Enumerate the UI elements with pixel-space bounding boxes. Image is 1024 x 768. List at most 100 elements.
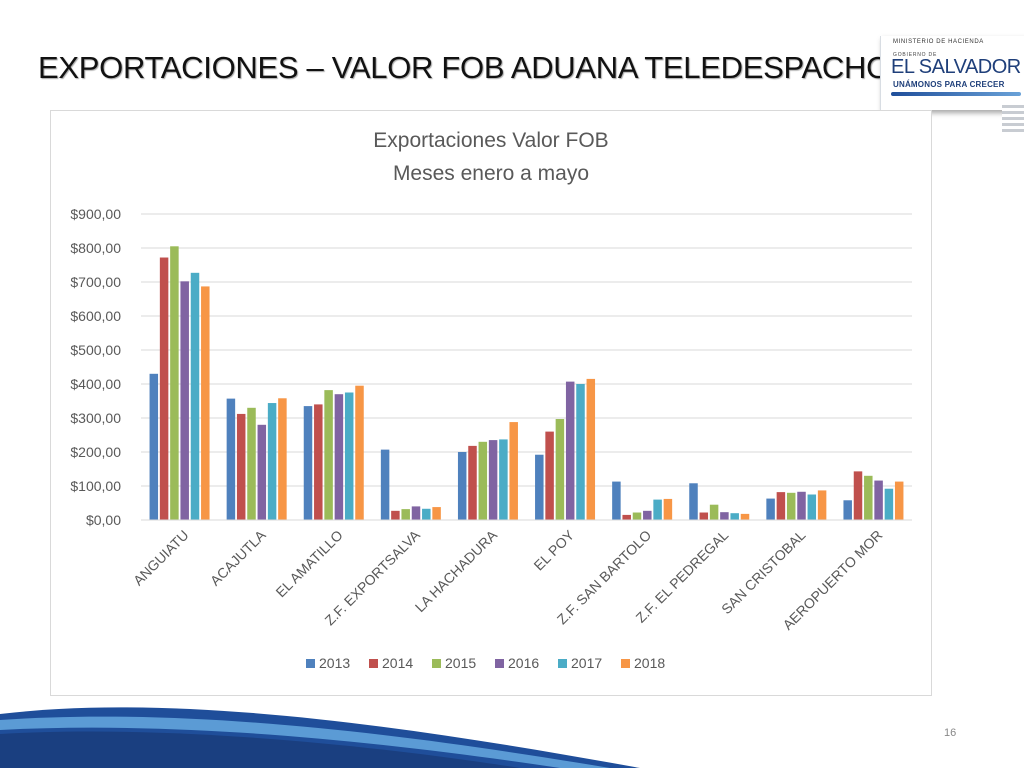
legend-label: 2015 xyxy=(445,655,476,671)
bar xyxy=(864,475,873,520)
bar xyxy=(257,424,267,520)
y-tick-label: $300,00 xyxy=(70,410,121,426)
bar xyxy=(699,512,709,520)
x-category-label: LA HACHADURA xyxy=(412,526,501,615)
chart-title: Exportaciones Valor FOB xyxy=(373,129,609,152)
bar xyxy=(797,491,806,520)
bar xyxy=(267,403,277,520)
bar xyxy=(422,508,431,520)
bar xyxy=(632,512,642,520)
legend-label: 2016 xyxy=(508,655,539,671)
bar xyxy=(334,394,344,520)
logo-wave-bar xyxy=(891,92,1021,96)
bar xyxy=(843,500,852,520)
y-tick-label: $800,00 xyxy=(70,240,121,256)
bottom-swoosh-decoration xyxy=(0,707,640,768)
bar xyxy=(894,481,904,520)
bar xyxy=(457,452,467,520)
legend-swatch xyxy=(369,659,378,668)
bar xyxy=(159,257,169,520)
bar xyxy=(874,480,883,520)
bar xyxy=(236,413,246,520)
bar xyxy=(884,488,894,520)
bar xyxy=(303,406,313,520)
bar xyxy=(226,398,236,520)
bar xyxy=(622,514,631,520)
y-tick-label: $0,00 xyxy=(86,512,121,528)
bar xyxy=(643,510,652,520)
legend-label: 2017 xyxy=(571,655,602,671)
logo-tagline-text: UNÁMONOS PARA CRECER xyxy=(893,80,1005,89)
bar xyxy=(786,492,796,520)
bar xyxy=(709,504,719,520)
bar xyxy=(314,404,323,520)
bar xyxy=(488,440,498,520)
bar xyxy=(730,513,739,520)
bar xyxy=(535,454,544,520)
bar xyxy=(478,441,488,520)
bar xyxy=(344,392,354,520)
y-tick-label: $700,00 xyxy=(70,274,121,290)
bar xyxy=(499,439,508,520)
legend-label: 2018 xyxy=(634,655,665,671)
bar xyxy=(555,419,565,520)
y-tick-label: $500,00 xyxy=(70,342,121,358)
bar xyxy=(509,422,518,520)
x-category-label: EL AMATILLO xyxy=(272,527,346,601)
y-tick-label: $900,00 xyxy=(70,206,121,222)
chart-subtitle: Meses enero a mayo xyxy=(392,162,590,185)
y-tick-label: $100,00 xyxy=(70,478,121,494)
legend-swatch xyxy=(495,659,504,668)
chart-svg: $0,00 $100,00 $200,00 $300,00 $400,00 $500,00… xyxy=(70,206,912,671)
logo-ministry-text: MINISTERIO DE HACIENDA xyxy=(893,39,984,45)
bar xyxy=(565,381,575,520)
decorative-stripes xyxy=(1002,105,1024,135)
bar xyxy=(817,490,827,520)
legend-swatch xyxy=(432,659,441,668)
bar xyxy=(432,507,441,520)
bar xyxy=(355,385,364,520)
bar xyxy=(180,281,189,520)
bar xyxy=(468,445,477,520)
el-salvador-logo: MINISTERIO DE HACIENDA GOBIERNO DE EL SA… xyxy=(880,36,1024,110)
bar xyxy=(720,512,729,520)
chart-frame: Exportaciones Valor FOB Meses enero a ma… xyxy=(50,110,932,696)
legend-swatch xyxy=(621,659,630,668)
bar xyxy=(190,272,200,520)
x-category-label: EL POY xyxy=(530,526,577,573)
bar xyxy=(586,378,596,520)
bar xyxy=(776,492,786,520)
bar xyxy=(653,499,662,520)
bar xyxy=(612,481,621,520)
bar xyxy=(740,513,750,520)
bar xyxy=(170,246,179,521)
bar xyxy=(324,390,333,520)
bar xyxy=(201,286,210,520)
legend-label: 2013 xyxy=(319,655,350,671)
x-category-label: SAN CRISTOBAL xyxy=(718,527,809,618)
y-tick-label: $200,00 xyxy=(70,444,121,460)
bar xyxy=(247,407,256,520)
legend-swatch xyxy=(558,659,567,668)
y-tick-label: $400,00 xyxy=(70,376,121,392)
bar xyxy=(380,449,390,520)
bar xyxy=(411,506,421,520)
page-number: 16 xyxy=(944,727,957,739)
bar xyxy=(766,498,775,520)
x-category-label: ACAJUTLA xyxy=(207,526,269,588)
x-category-label: ANGUIATU xyxy=(130,527,192,589)
bar xyxy=(689,483,698,520)
bar xyxy=(545,431,554,520)
bar xyxy=(807,494,817,520)
bar xyxy=(391,510,400,520)
bar xyxy=(576,384,585,520)
slide-title: EXPORTACIONES – VALOR FOB ADUANA TELEDES… xyxy=(38,50,890,85)
bar xyxy=(149,373,159,520)
bar xyxy=(663,498,673,520)
logo-country-text: EL SALVADOR xyxy=(891,56,1021,78)
bar xyxy=(278,398,287,520)
legend-label: 2014 xyxy=(382,655,413,671)
bar xyxy=(853,471,863,520)
bar xyxy=(401,509,410,520)
y-tick-label: $600,00 xyxy=(70,308,121,324)
